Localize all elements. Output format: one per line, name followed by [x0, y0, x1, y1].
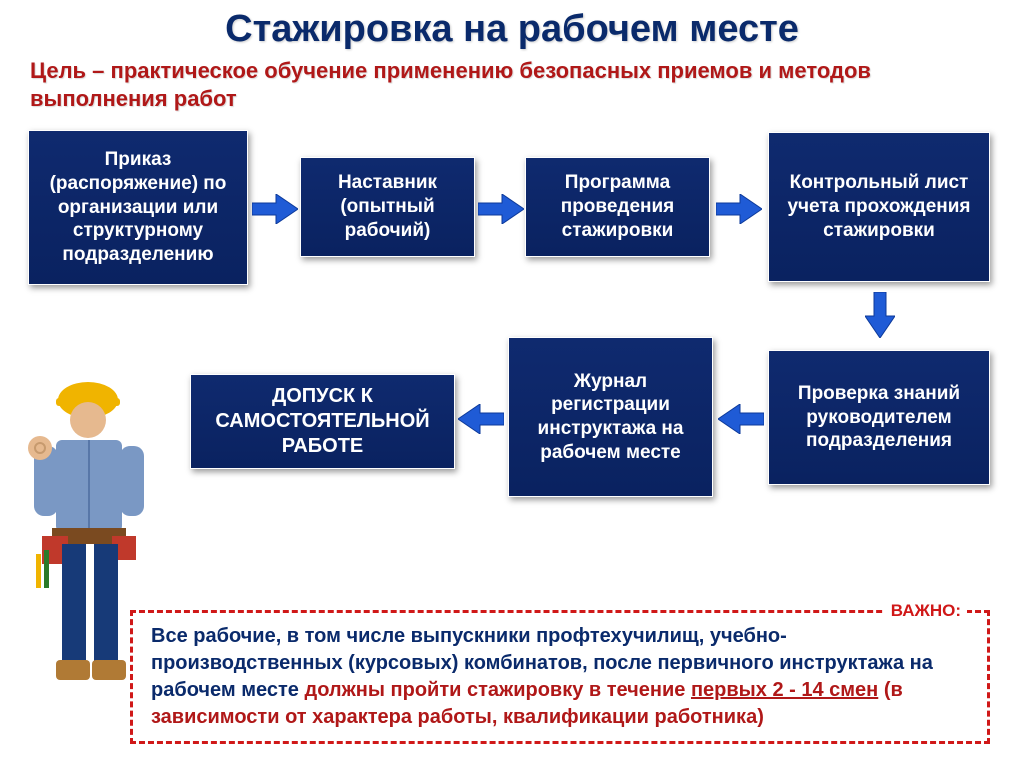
node-mentor: Наставник (опытный рабочий) [300, 157, 475, 257]
arrow-down-icon [865, 292, 895, 338]
important-label: ВАЖНО: [885, 601, 967, 621]
important-underline: первых 2 - 14 смен [691, 679, 878, 701]
important-red1: должны пройти стажировку в течение [305, 679, 691, 701]
arrow-left-icon [718, 404, 764, 434]
node-program: Программа проведения стажировки [525, 157, 710, 257]
arrow-right-icon [252, 194, 298, 224]
important-box: ВАЖНО: Все рабочие, в том числе выпускни… [130, 610, 990, 744]
node-exam: Проверка знаний руководителем подразделе… [768, 350, 990, 485]
important-text: Все рабочие, в том числе выпускники проф… [151, 623, 969, 731]
node-order: Приказ (распоряжение) по организации или… [28, 130, 248, 285]
node-checklist: Контрольный лист учета прохождения стажи… [768, 132, 990, 282]
page-subtitle: Цель – практическое обучение применению … [0, 51, 1024, 112]
page-title: Стажировка на рабочем месте [0, 0, 1024, 51]
node-admission: ДОПУСК К САМОСТОЯТЕЛЬНОЙ РАБОТЕ [190, 374, 455, 469]
arrow-right-icon [478, 194, 524, 224]
arrow-left-icon [458, 404, 504, 434]
node-journal: Журнал регистрации инструктажа на рабоче… [508, 337, 713, 497]
arrow-right-icon [716, 194, 762, 224]
